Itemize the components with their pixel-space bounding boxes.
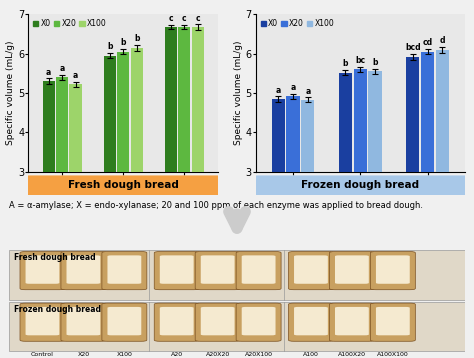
Text: b: b [343,59,348,68]
FancyBboxPatch shape [329,252,374,290]
FancyBboxPatch shape [102,303,147,341]
FancyBboxPatch shape [246,175,474,195]
Text: A20: A20 [171,352,183,357]
Bar [178,27,191,290]
Text: bc: bc [355,56,365,65]
Text: c: c [169,14,173,23]
Bar [165,27,177,290]
FancyBboxPatch shape [20,252,65,290]
FancyBboxPatch shape [201,255,235,284]
FancyBboxPatch shape [61,303,106,341]
Text: Fresh dough bread: Fresh dough bread [14,253,96,262]
FancyBboxPatch shape [108,255,141,284]
Bar [339,73,352,290]
Bar [301,100,314,290]
FancyBboxPatch shape [160,255,193,284]
Bar [192,27,204,290]
Text: b: b [372,58,378,67]
Y-axis label: Specific volume (mL/g): Specific volume (mL/g) [6,41,15,145]
FancyBboxPatch shape [289,252,333,290]
Text: c: c [182,14,187,23]
Text: Control: Control [31,352,54,357]
FancyBboxPatch shape [195,252,240,290]
FancyBboxPatch shape [61,252,106,290]
Bar [43,81,55,290]
FancyBboxPatch shape [154,252,199,290]
Bar [368,72,382,290]
FancyBboxPatch shape [335,255,369,284]
Text: Frozen dough bread: Frozen dough bread [14,305,101,314]
FancyBboxPatch shape [376,255,410,284]
Text: A = α-amylase; X = endo-xylanase; 20 and 100 ppm of each enzyme was applied to b: A = α-amylase; X = endo-xylanase; 20 and… [9,201,423,211]
Bar [421,52,434,290]
Text: A20X100: A20X100 [245,352,273,357]
FancyBboxPatch shape [335,307,369,335]
FancyBboxPatch shape [201,307,235,335]
FancyBboxPatch shape [9,250,465,300]
Text: a: a [291,83,296,92]
FancyBboxPatch shape [102,252,147,290]
Text: b: b [107,42,112,51]
Bar [436,50,449,290]
Text: Frozen dough bread: Frozen dough bread [301,180,419,190]
Text: a: a [73,72,78,81]
Text: cd: cd [422,38,433,47]
Text: a: a [59,64,65,73]
Y-axis label: Specific volume (mL/g): Specific volume (mL/g) [234,41,243,145]
FancyBboxPatch shape [236,252,281,290]
Bar [56,77,68,290]
Bar [272,99,285,290]
Text: A100X20: A100X20 [338,352,366,357]
FancyBboxPatch shape [195,303,240,341]
FancyBboxPatch shape [108,307,141,335]
Bar [286,96,300,290]
Text: X100: X100 [117,352,132,357]
Text: bcd: bcd [405,43,420,52]
Bar [70,84,82,290]
FancyBboxPatch shape [26,307,59,335]
FancyBboxPatch shape [66,307,100,335]
FancyBboxPatch shape [236,303,281,341]
FancyBboxPatch shape [154,303,199,341]
FancyBboxPatch shape [370,303,415,341]
Text: b: b [134,34,139,43]
FancyBboxPatch shape [160,307,193,335]
FancyBboxPatch shape [376,307,410,335]
FancyBboxPatch shape [26,255,59,284]
FancyBboxPatch shape [66,255,100,284]
Text: A20X20: A20X20 [206,352,230,357]
Legend: X0, X20, X100: X0, X20, X100 [260,18,335,29]
FancyBboxPatch shape [242,255,275,284]
FancyBboxPatch shape [329,303,374,341]
FancyBboxPatch shape [242,307,275,335]
Text: c: c [196,14,200,23]
Bar [131,48,143,290]
Text: a: a [305,87,310,96]
Bar [406,57,419,290]
Text: Fresh dough bread: Fresh dough bread [68,180,179,190]
FancyBboxPatch shape [19,175,228,195]
FancyBboxPatch shape [289,303,333,341]
Bar [117,52,129,290]
Legend: X0, X20, X100: X0, X20, X100 [32,18,108,29]
Bar [104,55,116,290]
FancyBboxPatch shape [294,307,328,335]
FancyBboxPatch shape [294,255,328,284]
Text: a: a [46,68,51,77]
FancyBboxPatch shape [20,303,65,341]
Text: A100: A100 [303,352,319,357]
Text: d: d [439,37,445,45]
Text: X20: X20 [77,352,90,357]
FancyBboxPatch shape [9,302,465,351]
Text: b: b [120,38,126,47]
Text: A100X100: A100X100 [377,352,409,357]
FancyBboxPatch shape [370,252,415,290]
Bar [354,69,367,290]
Text: a: a [275,86,281,95]
